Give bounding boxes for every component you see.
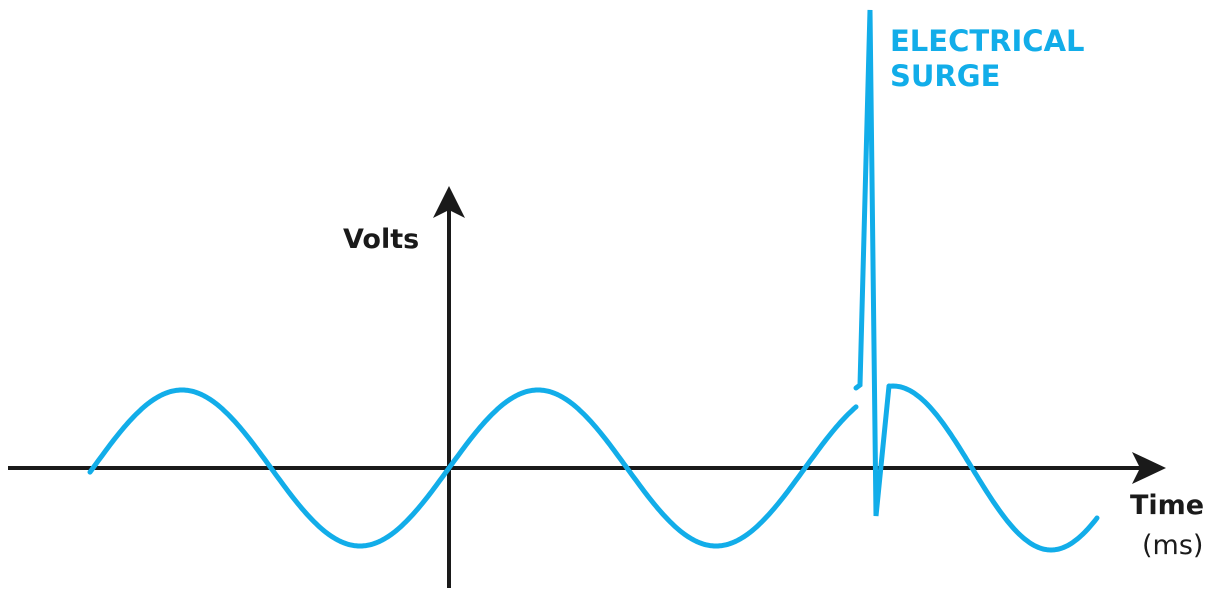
surge-annotation: ELECTRICAL SURGE [890,24,1085,94]
y-axis-arrowhead [433,186,465,218]
x-axis-label: Time [1130,490,1205,521]
surge-annotation-line-2: SURGE [890,58,1001,93]
voltage-wave [87,387,859,549]
x-axis-unit: (ms) [1142,530,1204,561]
y-axis-label: Volts [343,224,420,255]
x-axis-arrowhead [1132,452,1166,484]
electrical-surge-spike [853,9,892,517]
voltage-wave-after-surge [886,383,1100,553]
surge-annotation-line-1: ELECTRICAL [890,24,1085,58]
